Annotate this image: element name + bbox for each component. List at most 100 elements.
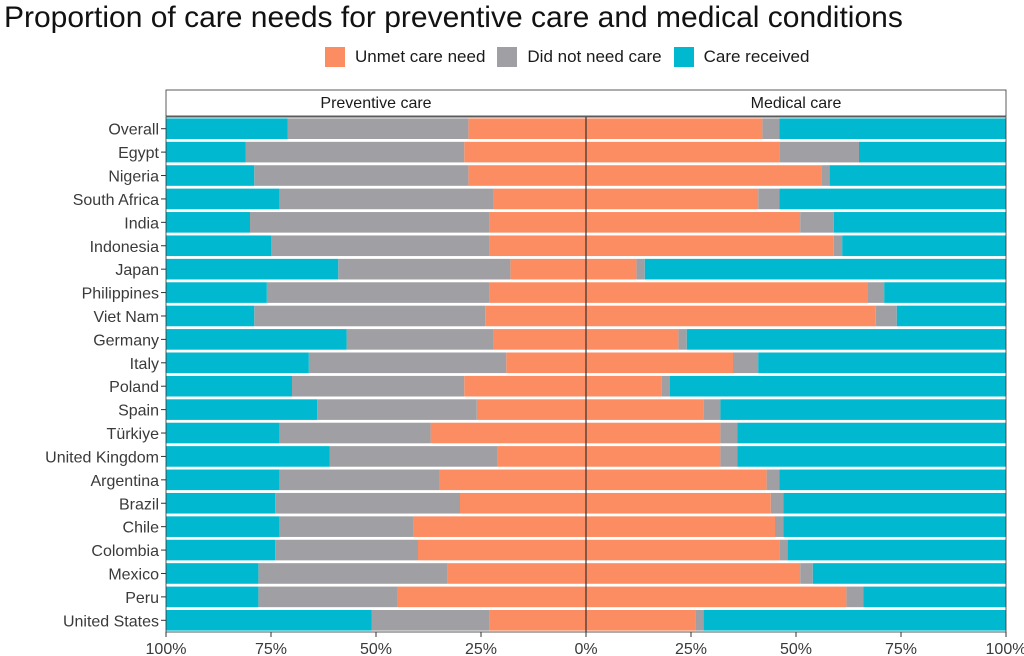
bar-preventive-received-philippines	[166, 282, 267, 303]
legend-label-no-need: Did not need care	[527, 47, 662, 66]
bar-medical-no-need-overall	[762, 118, 780, 140]
bar-preventive-unmet-viet-nam	[485, 305, 586, 327]
bar-medical-received-italy	[758, 352, 1006, 374]
bar-preventive-received-united-states	[166, 609, 372, 631]
bar-preventive-unmet-brazil	[460, 492, 586, 514]
bar-medical-no-need-germany	[678, 329, 687, 350]
bar-medical-unmet-t-rkiye	[586, 422, 721, 444]
bar-medical-unmet-japan	[586, 258, 637, 280]
bar-medical-no-need-peru	[846, 586, 864, 608]
bar-medical-no-need-indonesia	[833, 235, 843, 257]
x-tick-label-8: 100%	[986, 641, 1024, 656]
bar-medical-received-japan	[644, 258, 1006, 280]
bar-medical-unmet-viet-nam	[586, 305, 876, 327]
panel-strip	[165, 89, 1007, 117]
bar-medical-unmet-nigeria	[586, 165, 822, 186]
bar-medical-unmet-italy	[586, 352, 733, 374]
chart-title: Proportion of care needs for preventive …	[4, 1, 903, 34]
bar-preventive-unmet-united-states	[489, 609, 586, 631]
y-tick-label-japan: Japan	[115, 262, 159, 279]
bar-medical-received-argentina	[779, 469, 1006, 491]
bar-medical-no-need-japan	[636, 258, 645, 280]
y-tick-label-t-rkiye: Türkiye	[107, 426, 160, 443]
bar-medical-received-peru	[863, 586, 1006, 608]
legend-swatch-no-need	[497, 47, 518, 67]
bar-preventive-unmet-united-kingdom	[497, 446, 586, 467]
bar-medical-unmet-egypt	[586, 141, 780, 163]
bar-medical-received-germany	[686, 329, 1006, 350]
panel-label-medical-care: Medical care	[751, 95, 842, 112]
bar-medical-unmet-united-states	[586, 609, 696, 631]
x-tick-label-2: 50%	[360, 641, 392, 656]
y-tick-label-spain: Spain	[118, 403, 159, 420]
bar-preventive-no-need-germany	[346, 329, 494, 350]
bar-medical-unmet-south-africa	[586, 188, 759, 210]
bar-preventive-no-need-poland	[292, 375, 465, 397]
y-tick-label-peru: Peru	[125, 590, 159, 607]
x-tick-label-7: 75%	[885, 641, 917, 656]
bar-preventive-unmet-philippines	[489, 282, 586, 303]
bar-medical-no-need-poland	[661, 375, 670, 397]
bar-preventive-unmet-nigeria	[468, 165, 586, 186]
bar-preventive-unmet-japan	[510, 258, 586, 280]
bar-medical-no-need-spain	[703, 399, 721, 420]
x-tick-label-4: 0%	[574, 641, 597, 656]
bar-preventive-no-need-south-africa	[279, 188, 494, 210]
bar-preventive-no-need-chile	[279, 516, 414, 537]
bar-preventive-no-need-t-rkiye	[279, 422, 431, 444]
bar-medical-unmet-brazil	[586, 492, 771, 514]
bar-medical-unmet-india	[586, 212, 801, 233]
bar-preventive-received-peru	[166, 586, 259, 608]
bar-preventive-received-united-kingdom	[166, 446, 330, 467]
bar-preventive-unmet-poland	[464, 375, 586, 397]
bar-preventive-received-chile	[166, 516, 280, 537]
y-tick-label-united-kingdom: United Kingdom	[45, 449, 159, 466]
bar-medical-no-need-philippines	[867, 282, 885, 303]
bar-medical-received-egypt	[859, 141, 1006, 163]
y-tick-label-italy: Italy	[130, 356, 159, 373]
bar-medical-no-need-brazil	[770, 492, 784, 514]
y-tick-label-argentina: Argentina	[91, 473, 160, 490]
bar-preventive-no-need-brazil	[275, 492, 460, 514]
bar-preventive-unmet-mexico	[447, 563, 586, 584]
y-tick-label-chile: Chile	[123, 520, 160, 537]
bar-preventive-received-japan	[166, 258, 339, 280]
bar-medical-received-chile	[783, 516, 1006, 537]
y-tick-label-mexico: Mexico	[108, 566, 159, 583]
y-tick-label-germany: Germany	[93, 332, 159, 349]
bar-preventive-no-need-egypt	[245, 141, 465, 163]
bar-preventive-unmet-colombia	[418, 539, 586, 561]
bar-medical-no-need-united-kingdom	[720, 446, 738, 467]
bar-preventive-unmet-italy	[506, 352, 586, 374]
bar-medical-unmet-overall	[586, 118, 763, 140]
bar-preventive-unmet-spain	[476, 399, 586, 420]
bar-preventive-no-need-viet-nam	[254, 305, 486, 327]
bar-preventive-received-egypt	[166, 141, 246, 163]
bar-preventive-no-need-argentina	[279, 469, 439, 491]
bar-medical-no-need-united-states	[695, 609, 704, 631]
bar-medical-unmet-colombia	[586, 539, 780, 561]
bar-preventive-unmet-peru	[397, 586, 586, 608]
y-tick-label-poland: Poland	[109, 379, 159, 396]
legend-swatch-received	[673, 47, 694, 67]
legend-item-no-need: Did not need care	[497, 47, 662, 67]
bar-medical-received-brazil	[783, 492, 1006, 514]
legend-item-received: Care received	[673, 47, 809, 67]
bar-preventive-unmet-t-rkiye	[430, 422, 586, 444]
x-tick-label-6: 50%	[780, 641, 812, 656]
legend: Unmet care need Did not need care Care r…	[325, 44, 821, 70]
bar-preventive-received-colombia	[166, 539, 276, 561]
bar-preventive-no-need-overall	[287, 118, 469, 140]
bar-preventive-unmet-india	[489, 212, 586, 233]
bar-medical-unmet-poland	[586, 375, 662, 397]
y-tick-label-brazil: Brazil	[119, 496, 159, 513]
bar-medical-unmet-germany	[586, 329, 679, 350]
legend-item-unmet: Unmet care need	[325, 47, 485, 67]
bar-preventive-received-mexico	[166, 563, 259, 584]
legend-swatch-unmet	[325, 47, 345, 67]
bar-preventive-unmet-south-africa	[493, 188, 586, 210]
bar-medical-received-mexico	[812, 563, 1006, 584]
bar-medical-unmet-indonesia	[586, 235, 834, 257]
bar-medical-no-need-chile	[775, 516, 784, 537]
